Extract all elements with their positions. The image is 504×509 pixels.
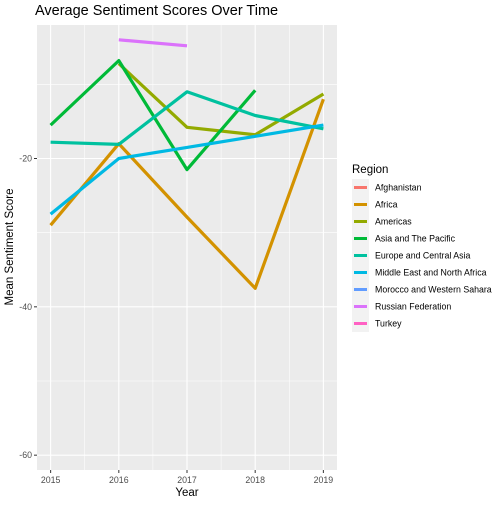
legend-item-label: Americas — [375, 217, 412, 227]
legend-item-label: Afghanistan — [375, 183, 422, 193]
x-axis-ticks: 2015 2016 2017 2018 2019 — [41, 470, 333, 485]
y-tick-label: -20 — [19, 154, 32, 164]
legend-item-label: Middle East and North Africa — [375, 268, 487, 278]
series-line-europe-and-central-asia — [50, 90, 324, 146]
major-gridlines — [37, 25, 337, 470]
chart-title: Average Sentiment Scores Over Time — [35, 3, 278, 19]
legend: Afghanistan Africa Americas Asia and The Pa… — [352, 179, 492, 332]
series-line-asia-and-the-pacific — [49, 58, 257, 172]
legend-item-label: Russian Federation — [375, 302, 451, 312]
series-line-middle-east-and-north-africa — [49, 123, 324, 216]
x-tick-label: 2019 — [314, 475, 334, 485]
y-axis-ticks: -60 -40 -20 — [19, 154, 37, 460]
y-axis-label: Mean Sentiment Score — [4, 189, 16, 306]
x-tick-label: 2018 — [245, 475, 265, 485]
x-tick-label: 2015 — [41, 475, 61, 485]
legend-item-label: Europe and Central Asia — [375, 251, 470, 261]
legend-item-label: Turkey — [375, 319, 402, 329]
series-lines — [49, 38, 325, 290]
legend-item-label: Morocco and Western Sahara — [375, 285, 492, 295]
y-tick-label: -40 — [19, 302, 32, 312]
y-tick-label: -60 — [19, 450, 32, 460]
legend-item-label: Asia and The Pacific — [375, 234, 456, 244]
x-axis-label: Year — [175, 487, 198, 499]
series-line-russian-federation — [118, 38, 188, 48]
x-tick-label: 2017 — [177, 475, 197, 485]
x-tick-label: 2016 — [109, 475, 129, 485]
series-line-africa — [49, 98, 325, 290]
legend-item-label: Africa — [375, 200, 398, 210]
legend-title: Region — [352, 164, 388, 176]
